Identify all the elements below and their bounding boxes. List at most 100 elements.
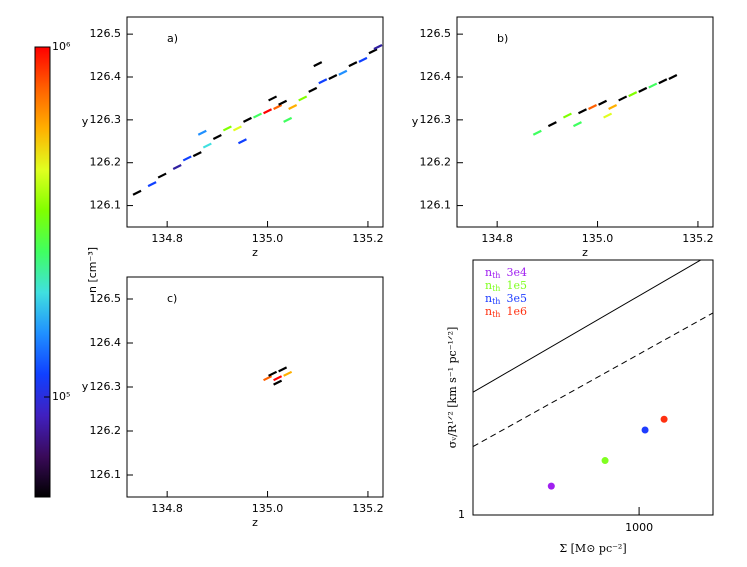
x-tick-label: 135.2 (352, 232, 384, 245)
y-axis-label: σᵥ/R¹ᐟ² [km s⁻¹ pc⁻¹ᐟ²] (446, 327, 459, 449)
vector-arrow (532, 129, 542, 136)
vector-arrow (263, 375, 273, 382)
y-tick-label: 126.2 (90, 156, 122, 169)
vector-arrow (197, 129, 207, 136)
vector-arrow (172, 164, 182, 170)
x-tick-label: 135.2 (682, 232, 714, 245)
legend-symbol: n (485, 292, 492, 305)
vector-arrow (338, 69, 348, 76)
panel-label: b) (497, 32, 508, 45)
legend-symbol: n (485, 279, 492, 292)
vector-arrow (668, 74, 678, 80)
y-axis-label: y (412, 115, 419, 128)
y-tick-label: 126.5 (420, 27, 452, 40)
x-tick-label: 134.8 (151, 502, 183, 515)
vector-arrow (278, 366, 288, 373)
legend-entry: nth 1e5 (485, 279, 527, 293)
vector-arrow (192, 151, 202, 158)
vector-arrow (132, 189, 142, 196)
vector-arrow (263, 108, 273, 115)
legend-subscript: th (492, 310, 500, 319)
model-line (473, 312, 713, 448)
vector-arrow (313, 61, 323, 68)
vector-arrow (182, 155, 192, 162)
y-axis-label: y (82, 115, 89, 128)
plot-frame (472, 259, 714, 516)
y-tick-label: 126.3 (420, 113, 452, 126)
legend-symbol: n (485, 266, 492, 279)
y-tick-label: 126.4 (90, 336, 122, 349)
y-tick-label: 126.4 (90, 70, 122, 83)
y-tick-label: 126.1 (90, 468, 122, 481)
y-tick-label: 126.1 (420, 199, 452, 212)
y-tick-label: 126.1 (90, 199, 122, 212)
x-tick-label: 135.2 (352, 502, 384, 515)
vector-arrow (268, 370, 278, 377)
colorbar-label: n [cm⁻³] (86, 247, 99, 293)
plot-frame (126, 276, 384, 498)
vector-arrow (273, 379, 283, 386)
panel-label: a) (167, 32, 178, 45)
vector-arrow (288, 104, 298, 110)
vector-arrow (232, 125, 242, 132)
vector-arrow (598, 99, 608, 106)
vector-arrow (157, 172, 167, 179)
vector-arrow (618, 95, 628, 102)
vector-arrow (358, 56, 368, 63)
legend-subscript: th (492, 271, 500, 280)
legend-subscript: th (492, 297, 500, 306)
vector-arrow (283, 370, 293, 377)
vector-arrow (202, 142, 212, 149)
x-tick-label: 134.8 (151, 232, 183, 245)
vector-arrow (547, 121, 557, 128)
legend-name: 1e5 (506, 279, 527, 292)
y-tick-label: 126.2 (90, 424, 122, 437)
data-point (641, 426, 649, 434)
colorbar-tick-label: 10⁶ (52, 40, 71, 53)
legend-symbol: n (485, 305, 492, 318)
legend-subscript: th (492, 284, 500, 293)
colorbar-frame (34, 46, 51, 498)
vector-arrow (318, 78, 328, 85)
vector-arrow (577, 108, 587, 115)
plot-frame (126, 16, 384, 228)
y-tick-label: 126.3 (90, 113, 122, 126)
vector-arrow (572, 121, 582, 128)
vector-arrow (308, 86, 318, 93)
x-tick-label: 134.8 (481, 232, 513, 245)
colorbar (35, 47, 50, 497)
x-tick-label: 1000 (625, 521, 653, 534)
vector-arrow (222, 125, 232, 132)
vector-arrow (253, 112, 263, 119)
vector-arrow (268, 95, 278, 102)
panel-label: c) (167, 292, 177, 305)
legend-entry: nth 1e6 (485, 305, 527, 319)
x-axis-label: z (582, 246, 588, 259)
vector-arrow (373, 44, 383, 50)
vector-arrow (242, 116, 252, 123)
legend-name: 3e4 (506, 266, 527, 279)
y-tick-label: 126.4 (420, 70, 452, 83)
y-tick-label: 126.2 (420, 156, 452, 169)
y-tick-label: 126.5 (90, 292, 122, 305)
x-tick-label: 135.0 (252, 232, 284, 245)
legend-name: 1e6 (506, 305, 527, 318)
vector-arrow (648, 82, 658, 89)
vector-arrow (638, 86, 648, 93)
vector-arrow (212, 134, 222, 140)
plot-frame (456, 16, 714, 228)
x-tick-label: 135.0 (252, 502, 284, 515)
y-tick-label: 126.5 (90, 27, 122, 40)
data-point (601, 457, 609, 465)
vector-arrow (588, 104, 598, 110)
y-axis-label: y (82, 380, 89, 393)
vector-arrow (628, 91, 638, 98)
x-axis-label: z (252, 246, 258, 259)
vector-arrow (608, 104, 618, 110)
data-point (660, 415, 668, 423)
vector-arrow (348, 61, 358, 68)
legend-name: 3e5 (506, 292, 527, 305)
data-point (547, 482, 555, 490)
vector-arrow (562, 112, 572, 119)
